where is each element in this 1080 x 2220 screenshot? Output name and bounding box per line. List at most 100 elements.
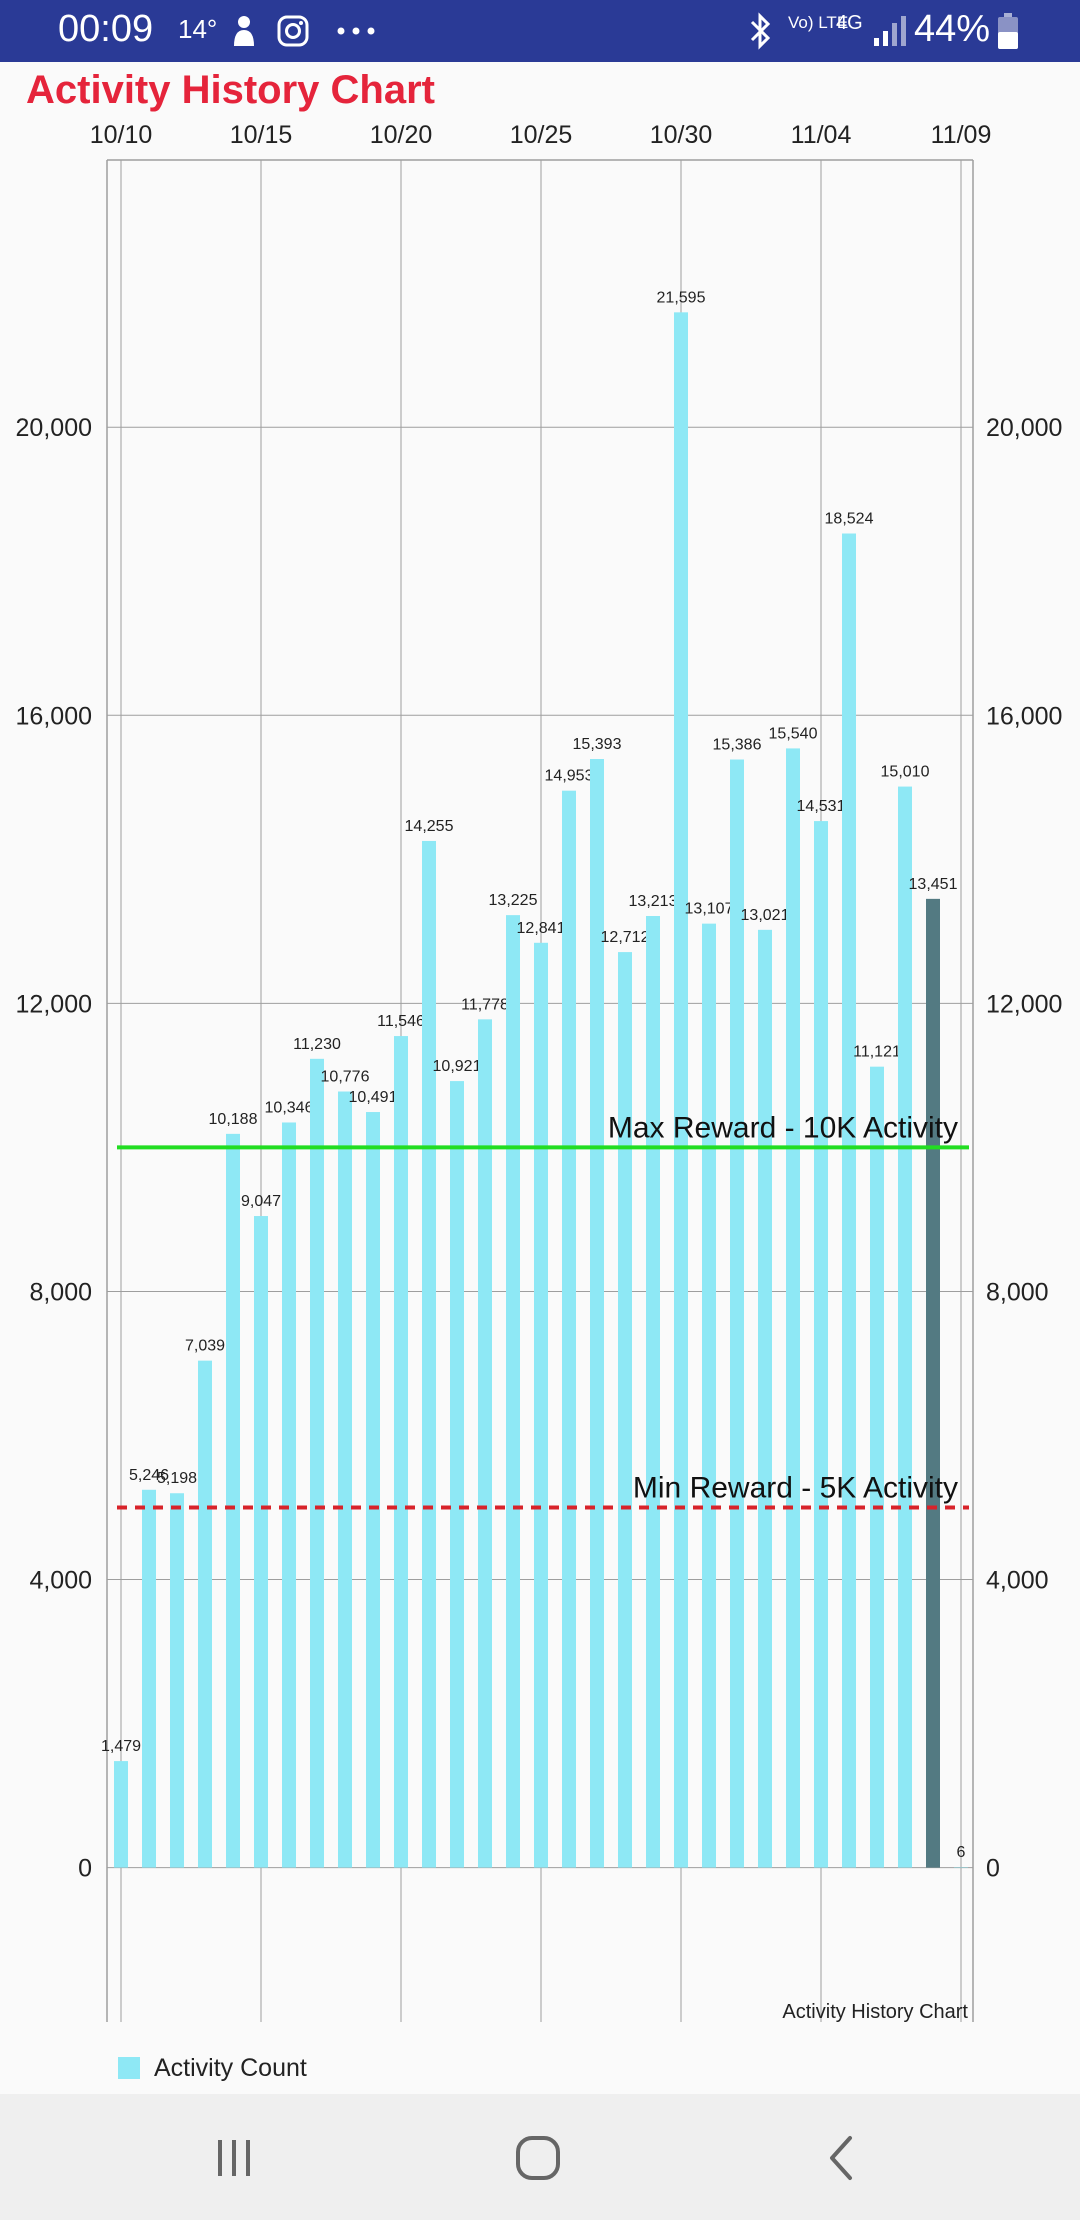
y-tick-label-left: 8,000 xyxy=(29,1278,92,1306)
bar-value-label: 14,953 xyxy=(545,768,594,785)
status-battery-percent: 44% xyxy=(913,8,990,50)
bar xyxy=(310,1058,324,1868)
more-icon xyxy=(337,27,375,35)
bar xyxy=(226,1133,240,1868)
y-tick-label-left: 16,000 xyxy=(16,702,92,730)
y-tick-label-right: 0 xyxy=(986,1855,1000,1883)
bar-value-label: 11,230 xyxy=(293,1036,341,1053)
bar xyxy=(618,952,632,1868)
bar-value-label: 18,524 xyxy=(825,511,874,528)
bar xyxy=(702,923,716,1868)
bar xyxy=(730,759,744,1868)
bar xyxy=(478,1019,492,1868)
x-tick-label: 10/20 xyxy=(370,121,433,149)
bar xyxy=(254,1216,268,1868)
bar-value-label: 13,021 xyxy=(741,907,790,924)
legend-label: Activity Count xyxy=(154,2053,307,2082)
x-tick-label: 10/15 xyxy=(230,121,293,149)
bar xyxy=(422,840,436,1868)
status-network-type: 4G xyxy=(836,12,863,34)
y-tick-label-right: 8,000 xyxy=(986,1278,1049,1306)
bar xyxy=(758,929,772,1868)
bar-value-label: 5,246 xyxy=(129,1467,169,1484)
y-tick-label-right: 4,000 xyxy=(986,1567,1049,1595)
y-tick-label-left: 0 xyxy=(78,1855,92,1883)
x-tick-label: 11/09 xyxy=(931,121,992,149)
x-tick-label: 10/30 xyxy=(650,121,713,149)
drop-icon xyxy=(234,16,254,46)
signal-icon xyxy=(874,16,906,46)
reference-line-label: Min Reward - 5K Activity xyxy=(633,1472,958,1505)
bar xyxy=(590,758,604,1868)
bar-value-label: 1,479 xyxy=(101,1738,141,1755)
bar-value-label: 12,841 xyxy=(517,920,566,937)
bar-value-label: 14,531 xyxy=(797,798,846,815)
bar xyxy=(450,1081,464,1868)
bar xyxy=(114,1761,128,1868)
x-tick-label: 11/04 xyxy=(791,121,852,149)
bar xyxy=(170,1493,184,1868)
bar-value-label: 14,255 xyxy=(405,818,454,835)
bar-value-label: 13,225 xyxy=(489,892,538,909)
chart-legend: Activity Count xyxy=(118,2050,307,2086)
y-tick-label-left: 20,000 xyxy=(16,414,92,442)
status-temperature: 14° xyxy=(178,14,218,44)
bar xyxy=(674,312,688,1868)
y-tick-label-left: 4,000 xyxy=(29,1567,92,1595)
x-tick-label: 10/10 xyxy=(90,121,153,149)
chart-description: Activity History Chart xyxy=(782,2001,968,2023)
bar xyxy=(814,821,828,1868)
bar-value-label: 6 xyxy=(957,1844,966,1861)
back-button[interactable] xyxy=(812,2128,872,2188)
bar xyxy=(646,915,660,1868)
bar xyxy=(506,915,520,1868)
bar-value-label: 15,386 xyxy=(713,737,762,754)
bar-value-label: 11,546 xyxy=(377,1013,425,1030)
bar xyxy=(926,898,940,1868)
bar-value-label: 10,188 xyxy=(209,1111,258,1128)
legend-swatch xyxy=(118,2057,140,2079)
bar-value-label: 15,010 xyxy=(881,764,930,781)
instagram-icon xyxy=(277,15,309,47)
home-button[interactable] xyxy=(508,2128,568,2188)
app-title: Activity History Chart xyxy=(26,68,435,112)
bar-value-label: 5,198 xyxy=(157,1470,197,1487)
status-time: 00:09 xyxy=(58,8,154,50)
battery-icon xyxy=(998,13,1018,49)
bar xyxy=(534,942,548,1868)
bluetooth-icon xyxy=(750,12,771,50)
y-tick-label-right: 12,000 xyxy=(986,990,1062,1018)
bar-value-label: 13,213 xyxy=(629,893,678,910)
bar xyxy=(142,1489,156,1868)
recent-apps-button[interactable] xyxy=(204,2128,264,2188)
bar-value-label: 10,776 xyxy=(321,1069,370,1086)
y-tick-label-right: 16,000 xyxy=(986,702,1062,730)
bar xyxy=(394,1036,408,1868)
bar-value-label: 10,491 xyxy=(349,1089,398,1106)
bar-value-label: 13,107 xyxy=(685,901,734,918)
y-tick-label-right: 20,000 xyxy=(986,414,1062,442)
bar-value-label: 15,393 xyxy=(573,736,622,753)
bar-value-label: 11,121 xyxy=(853,1044,901,1061)
y-tick-label-left: 12,000 xyxy=(16,990,92,1018)
bar xyxy=(338,1091,352,1868)
bar-value-label: 21,595 xyxy=(657,289,706,306)
bar-value-label: 15,540 xyxy=(769,725,818,742)
bar xyxy=(198,1360,212,1868)
x-tick-label: 10/25 xyxy=(510,121,573,149)
bar-value-label: 12,712 xyxy=(601,929,650,946)
bar xyxy=(870,1066,884,1868)
bar-value-label: 9,047 xyxy=(241,1193,281,1210)
bar xyxy=(842,533,856,1868)
bar xyxy=(282,1122,296,1868)
bar-value-label: 13,451 xyxy=(909,876,958,893)
activity-bar-chart: 0 0 4,000 4,000 8,000 8,000 12,000 12,000 16,000… xyxy=(16,121,1063,2023)
bar xyxy=(786,748,800,1868)
bar-value-label: 10,921 xyxy=(433,1058,482,1075)
reference-line-label: Max Reward - 10K Activity xyxy=(608,1111,958,1144)
bar xyxy=(562,790,576,1868)
status-volte: Vo) LTE xyxy=(788,13,849,32)
bar xyxy=(898,786,912,1868)
navigation-bar xyxy=(0,2094,1080,2220)
bar-value-label: 10,346 xyxy=(265,1099,314,1116)
